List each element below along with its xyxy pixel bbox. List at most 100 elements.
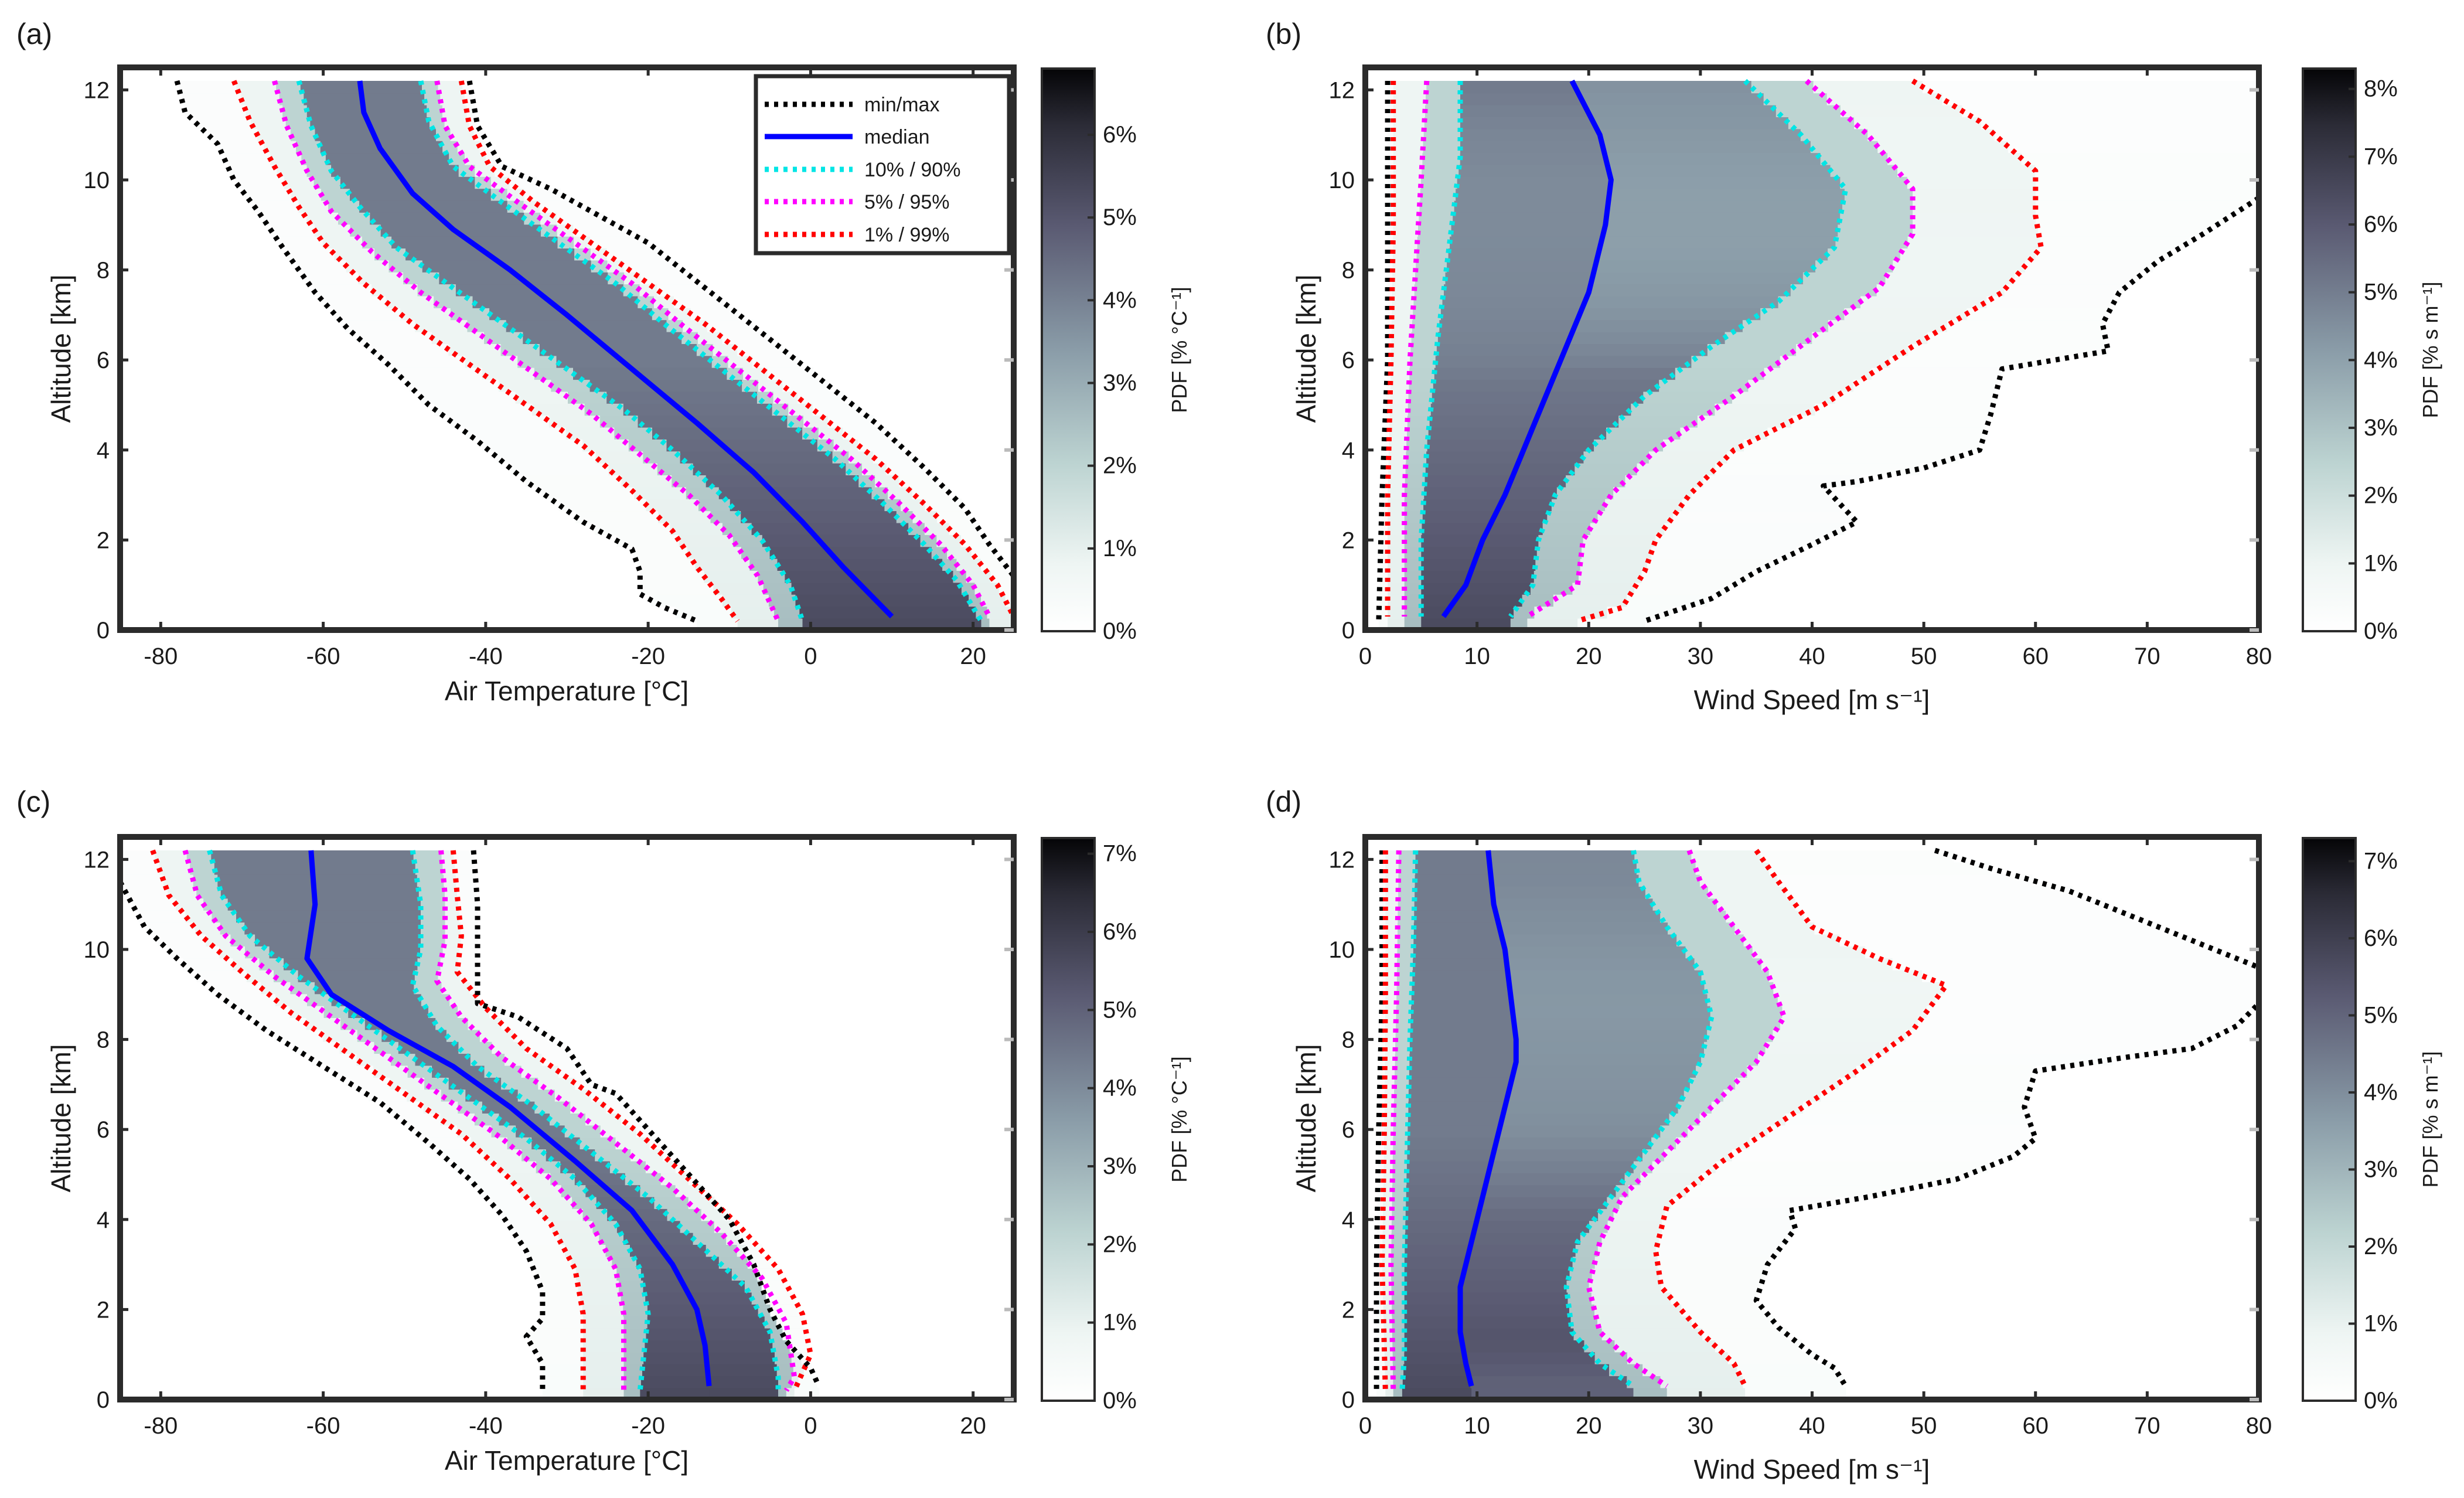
density-cell: [458, 1041, 493, 1054]
density-cell: [1388, 558, 1405, 571]
x-tick-label: 80: [2246, 644, 2272, 669]
density-cell: [623, 1363, 643, 1377]
density-cell: [1432, 391, 1546, 404]
density-cell: [1583, 451, 1650, 464]
density-cell: [306, 212, 339, 225]
density-cell: [785, 570, 853, 583]
density-cell: [1404, 1340, 1463, 1353]
density-cell: [605, 1244, 631, 1257]
density-cell: [551, 379, 591, 392]
panel-b-colorbar-bar: [2302, 67, 2357, 632]
density-cell: [1942, 93, 2259, 105]
density-cell: [465, 152, 486, 165]
density-cell: [1595, 260, 1816, 273]
density-cell: [1392, 1351, 1405, 1364]
density-cell: [325, 152, 388, 165]
density-cell: [420, 946, 444, 959]
density-cell: [1391, 1292, 1405, 1305]
colorbar-tick-label: 6%: [1103, 122, 1137, 148]
density-cell: [1389, 427, 1407, 440]
density-cell: [1382, 993, 1386, 1006]
density-cell: [431, 331, 485, 344]
density-cell: [658, 510, 711, 523]
density-cell: [1907, 236, 2041, 248]
density-cell: [1422, 522, 1489, 535]
series-p5: [272, 80, 781, 622]
density-cell: [368, 1089, 408, 1102]
density-cell: [1860, 295, 1988, 308]
density-cell: [1634, 850, 1692, 863]
density-cell: [421, 993, 451, 1006]
series-p99: [458, 80, 1017, 618]
density-cell: [623, 1316, 648, 1329]
density-cell: [1592, 271, 1804, 285]
density-cell: [1505, 1101, 1679, 1114]
series-p5: [1402, 80, 1430, 617]
density-cell: [1396, 1017, 1411, 1030]
density-cell: [1404, 1292, 1461, 1305]
panel-d-colorbar-ticks: 0% 1% 2% 3% 4% 5% 6% 7%: [2349, 848, 2398, 1414]
density-cell: [686, 486, 720, 499]
density-cell: [434, 403, 533, 416]
density-cell: [1410, 355, 1436, 368]
density-cell: [737, 343, 783, 356]
density-cell: [694, 415, 788, 428]
density-cell: [640, 570, 705, 583]
colorbar-tick-label: 0%: [1103, 618, 1137, 644]
density-cell: [961, 534, 987, 547]
density-cell: [1421, 570, 1470, 583]
y-tick-label: 4: [1342, 1207, 1355, 1233]
density-cell: [387, 152, 449, 165]
density-cell: [279, 93, 305, 105]
density-cell: [558, 1232, 600, 1245]
density-cell: [1399, 850, 1416, 863]
density-cell: [1392, 271, 1416, 285]
density-cell: [1652, 898, 1717, 911]
density-cell: [1655, 1244, 1779, 1257]
density-cell: [363, 104, 427, 117]
density-cell: [1536, 546, 1582, 559]
density-cell: [1659, 379, 1749, 392]
density-cell: [583, 1340, 625, 1353]
colorbar-tick-label: 5%: [1103, 997, 1137, 1023]
density-cell: [1908, 343, 2108, 356]
panel-b-xticks: 0 10 20 30 40 50 60 70 80: [1359, 67, 2272, 669]
x-tick-label: -20: [631, 644, 665, 669]
density-cell: [1385, 958, 1398, 971]
density-cell: [421, 910, 446, 923]
density-cell: [1379, 1077, 1385, 1090]
density-cell: [1696, 1065, 1748, 1078]
density-cell: [981, 558, 1006, 571]
density-cell: [314, 224, 351, 237]
density-cell: [1412, 319, 1440, 332]
density-cell: [529, 1327, 584, 1340]
density-cell: [457, 140, 480, 154]
density-cell: [1385, 1005, 1397, 1018]
series-p1: [1379, 850, 1388, 1391]
density-cell: [583, 1351, 625, 1364]
density-cell: [1463, 582, 1531, 595]
density-cell: [798, 1376, 817, 1388]
density-cell: [1424, 486, 1507, 499]
density-cell: [1385, 886, 1399, 899]
density-cell: [1392, 1304, 1405, 1317]
density-cell: [1383, 1316, 1393, 1329]
density-cell: [484, 1065, 522, 1078]
density-cell: [623, 1351, 644, 1364]
colorbar-tick-label: 6%: [1103, 919, 1137, 945]
density-cell: [722, 594, 769, 607]
colorbar-tick-label: 5%: [2364, 1002, 2398, 1028]
density-cell: [1408, 1089, 1509, 1102]
density-cell: [1415, 850, 1490, 863]
density-cell: [1379, 1113, 1385, 1126]
density-cell: [1409, 367, 1435, 380]
density-cell: [1385, 862, 1399, 875]
density-cell: [373, 1065, 408, 1078]
density-cell: [1856, 1065, 2036, 1078]
density-cell: [606, 248, 663, 261]
density-cell: [1450, 236, 1602, 248]
panel-d-label: (d): [1266, 785, 1301, 818]
density-cell: [1634, 582, 1729, 595]
density-cell: [2015, 271, 2138, 285]
density-cell: [1589, 284, 1791, 297]
